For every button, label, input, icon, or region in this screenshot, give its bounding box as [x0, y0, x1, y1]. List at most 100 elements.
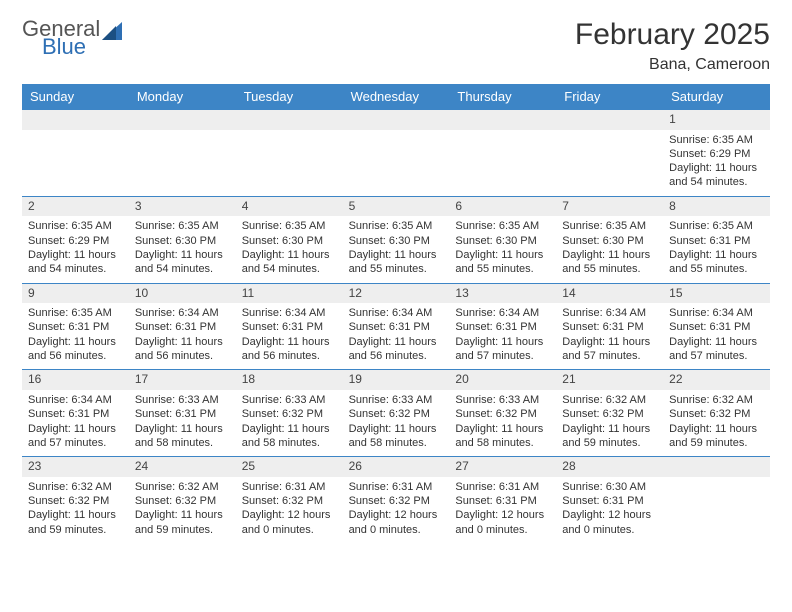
sunset-line: Sunset: 6:32 PM	[349, 407, 444, 421]
sunset-line: Sunset: 6:30 PM	[242, 234, 337, 248]
sunrise-line: Sunrise: 6:32 AM	[562, 393, 657, 407]
daylight-line: Daylight: 11 hours and 58 minutes.	[242, 422, 337, 451]
calendar-page: General Blue February 2025 Bana, Cameroo…	[0, 0, 792, 612]
day-detail: Sunrise: 6:33 AMSunset: 6:32 PMDaylight:…	[236, 390, 343, 456]
sunrise-line: Sunrise: 6:31 AM	[349, 480, 444, 494]
sunrise-line: Sunrise: 6:34 AM	[455, 306, 550, 320]
daylight-line: Daylight: 11 hours and 54 minutes.	[135, 248, 230, 277]
sunrise-line: Sunrise: 6:35 AM	[28, 306, 123, 320]
day-detail: Sunrise: 6:35 AMSunset: 6:30 PMDaylight:…	[556, 216, 663, 282]
calendar-cell: 15Sunrise: 6:34 AMSunset: 6:31 PMDayligh…	[663, 283, 770, 370]
sunset-line: Sunset: 6:32 PM	[242, 407, 337, 421]
calendar-cell: 11Sunrise: 6:34 AMSunset: 6:31 PMDayligh…	[236, 283, 343, 370]
day-detail: Sunrise: 6:34 AMSunset: 6:31 PMDaylight:…	[663, 303, 770, 369]
sunset-line: Sunset: 6:32 PM	[28, 494, 123, 508]
day-number: 9	[22, 284, 129, 304]
day-detail: Sunrise: 6:32 AMSunset: 6:32 PMDaylight:…	[22, 477, 129, 543]
sunset-line: Sunset: 6:30 PM	[455, 234, 550, 248]
calendar-cell	[556, 109, 663, 196]
sunset-line: Sunset: 6:31 PM	[349, 320, 444, 334]
day-number: 5	[343, 197, 450, 217]
calendar-cell: 24Sunrise: 6:32 AMSunset: 6:32 PMDayligh…	[129, 456, 236, 543]
daylight-line: Daylight: 11 hours and 58 minutes.	[455, 422, 550, 451]
day-detail: Sunrise: 6:34 AMSunset: 6:31 PMDaylight:…	[556, 303, 663, 369]
sunrise-line: Sunrise: 6:34 AM	[669, 306, 764, 320]
daylight-line: Daylight: 11 hours and 54 minutes.	[28, 248, 123, 277]
day-detail: Sunrise: 6:34 AMSunset: 6:31 PMDaylight:…	[449, 303, 556, 369]
sunset-line: Sunset: 6:29 PM	[669, 147, 764, 161]
calendar-cell: 3Sunrise: 6:35 AMSunset: 6:30 PMDaylight…	[129, 196, 236, 283]
day-number	[556, 110, 663, 130]
weekday-label: Sunday	[22, 84, 129, 109]
day-detail: Sunrise: 6:35 AMSunset: 6:30 PMDaylight:…	[449, 216, 556, 282]
daylight-line: Daylight: 11 hours and 57 minutes.	[28, 422, 123, 451]
daylight-line: Daylight: 12 hours and 0 minutes.	[455, 508, 550, 537]
calendar-cell	[449, 109, 556, 196]
day-number	[343, 110, 450, 130]
day-detail: Sunrise: 6:33 AMSunset: 6:32 PMDaylight:…	[343, 390, 450, 456]
sunrise-line: Sunrise: 6:35 AM	[669, 219, 764, 233]
day-detail: Sunrise: 6:32 AMSunset: 6:32 PMDaylight:…	[556, 390, 663, 456]
day-detail: Sunrise: 6:35 AMSunset: 6:30 PMDaylight:…	[129, 216, 236, 282]
day-number: 27	[449, 457, 556, 477]
calendar-cell: 21Sunrise: 6:32 AMSunset: 6:32 PMDayligh…	[556, 369, 663, 456]
day-number: 21	[556, 370, 663, 390]
sunset-line: Sunset: 6:32 PM	[349, 494, 444, 508]
daylight-line: Daylight: 11 hours and 59 minutes.	[669, 422, 764, 451]
day-number: 7	[556, 197, 663, 217]
day-detail: Sunrise: 6:35 AMSunset: 6:29 PMDaylight:…	[663, 130, 770, 196]
sunrise-line: Sunrise: 6:35 AM	[669, 133, 764, 147]
sunrise-line: Sunrise: 6:33 AM	[135, 393, 230, 407]
daylight-line: Daylight: 12 hours and 0 minutes.	[349, 508, 444, 537]
calendar-body: 1Sunrise: 6:35 AMSunset: 6:29 PMDaylight…	[22, 109, 770, 543]
weekday-header: Sunday Monday Tuesday Wednesday Thursday…	[22, 84, 770, 109]
daylight-line: Daylight: 11 hours and 56 minutes.	[349, 335, 444, 364]
day-number: 23	[22, 457, 129, 477]
sunrise-line: Sunrise: 6:30 AM	[562, 480, 657, 494]
calendar-cell: 23Sunrise: 6:32 AMSunset: 6:32 PMDayligh…	[22, 456, 129, 543]
sunrise-line: Sunrise: 6:35 AM	[562, 219, 657, 233]
sunrise-line: Sunrise: 6:33 AM	[349, 393, 444, 407]
daylight-line: Daylight: 11 hours and 55 minutes.	[455, 248, 550, 277]
day-detail: Sunrise: 6:34 AMSunset: 6:31 PMDaylight:…	[22, 390, 129, 456]
calendar-cell: 1Sunrise: 6:35 AMSunset: 6:29 PMDaylight…	[663, 109, 770, 196]
daylight-line: Daylight: 11 hours and 54 minutes.	[669, 161, 764, 190]
daylight-line: Daylight: 11 hours and 57 minutes.	[562, 335, 657, 364]
day-number: 19	[343, 370, 450, 390]
weekday-label: Thursday	[449, 84, 556, 109]
calendar-cell	[343, 109, 450, 196]
daylight-line: Daylight: 11 hours and 56 minutes.	[242, 335, 337, 364]
day-number	[449, 110, 556, 130]
day-number: 3	[129, 197, 236, 217]
day-detail: Sunrise: 6:34 AMSunset: 6:31 PMDaylight:…	[236, 303, 343, 369]
sunrise-line: Sunrise: 6:34 AM	[28, 393, 123, 407]
daylight-line: Daylight: 11 hours and 55 minutes.	[562, 248, 657, 277]
sunrise-line: Sunrise: 6:34 AM	[562, 306, 657, 320]
sunrise-line: Sunrise: 6:34 AM	[349, 306, 444, 320]
day-number: 6	[449, 197, 556, 217]
day-number: 15	[663, 284, 770, 304]
sunrise-line: Sunrise: 6:35 AM	[455, 219, 550, 233]
day-detail: Sunrise: 6:32 AMSunset: 6:32 PMDaylight:…	[663, 390, 770, 456]
calendar-cell: 13Sunrise: 6:34 AMSunset: 6:31 PMDayligh…	[449, 283, 556, 370]
sunset-line: Sunset: 6:32 PM	[669, 407, 764, 421]
day-number: 20	[449, 370, 556, 390]
calendar-cell: 9Sunrise: 6:35 AMSunset: 6:31 PMDaylight…	[22, 283, 129, 370]
day-detail: Sunrise: 6:35 AMSunset: 6:31 PMDaylight:…	[22, 303, 129, 369]
calendar-cell	[663, 456, 770, 543]
day-number: 13	[449, 284, 556, 304]
day-detail: Sunrise: 6:31 AMSunset: 6:32 PMDaylight:…	[343, 477, 450, 543]
sunrise-line: Sunrise: 6:35 AM	[28, 219, 123, 233]
day-number	[129, 110, 236, 130]
page-title: February 2025	[575, 18, 770, 52]
day-detail: Sunrise: 6:35 AMSunset: 6:29 PMDaylight:…	[22, 216, 129, 282]
calendar-cell: 4Sunrise: 6:35 AMSunset: 6:30 PMDaylight…	[236, 196, 343, 283]
sunset-line: Sunset: 6:32 PM	[135, 494, 230, 508]
calendar-cell: 10Sunrise: 6:34 AMSunset: 6:31 PMDayligh…	[129, 283, 236, 370]
calendar: Sunday Monday Tuesday Wednesday Thursday…	[22, 84, 770, 543]
calendar-cell: 27Sunrise: 6:31 AMSunset: 6:31 PMDayligh…	[449, 456, 556, 543]
calendar-cell: 2Sunrise: 6:35 AMSunset: 6:29 PMDaylight…	[22, 196, 129, 283]
sunset-line: Sunset: 6:30 PM	[562, 234, 657, 248]
daylight-line: Daylight: 11 hours and 58 minutes.	[349, 422, 444, 451]
day-detail: Sunrise: 6:35 AMSunset: 6:31 PMDaylight:…	[663, 216, 770, 282]
